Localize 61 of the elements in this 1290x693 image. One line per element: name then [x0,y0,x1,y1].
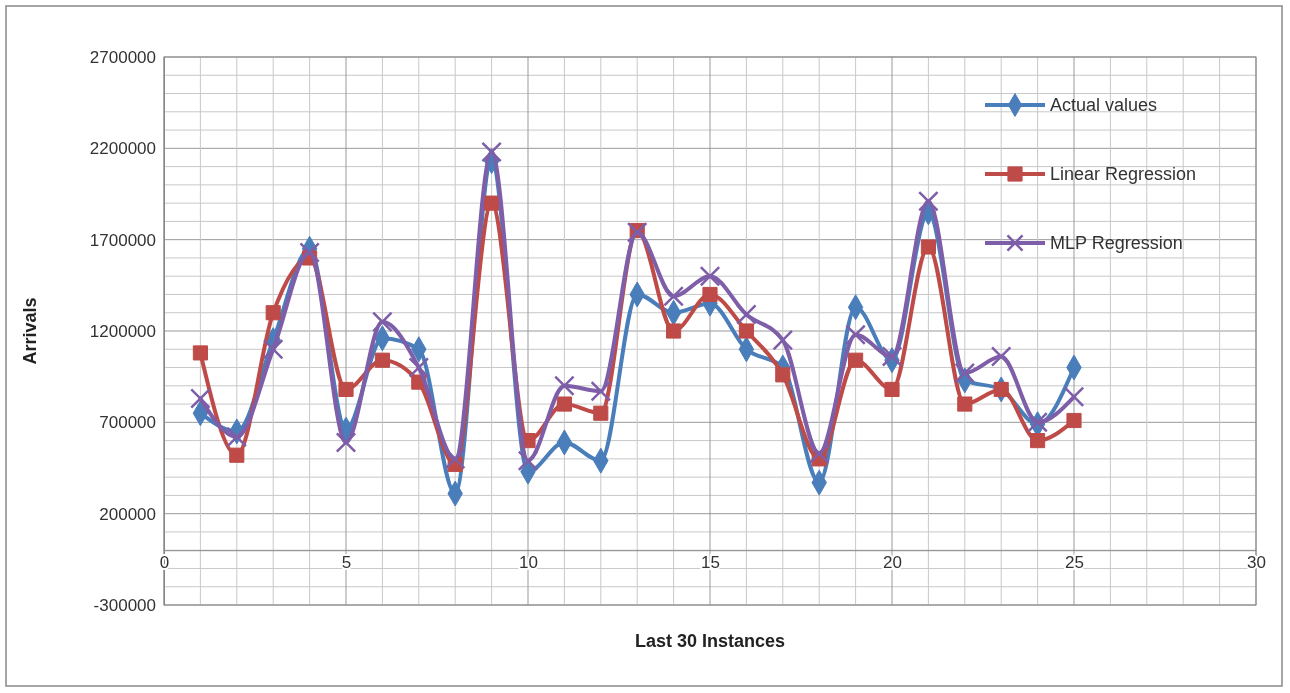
y-tick-label: 2700000 [89,47,156,67]
x-tick-label: 30 [1247,553,1266,573]
point [663,285,684,307]
point [845,324,866,346]
point [993,381,1009,398]
legend-label: Actual values [1050,95,1158,115]
point [920,239,936,255]
point [481,141,502,163]
point [1066,412,1082,429]
x-tick-label: 5 [341,553,352,573]
point [738,323,754,339]
y-tick-label: 1700000 [89,230,156,250]
point [265,305,281,321]
point [484,195,500,211]
point [229,447,245,463]
point [556,396,572,412]
point [848,352,864,368]
point [338,381,354,398]
point [954,362,976,384]
point [775,367,791,383]
point [590,380,612,402]
point [374,352,390,368]
y-tick-label: 200000 [99,504,156,524]
point [736,304,757,325]
point [881,346,903,367]
point [808,442,830,464]
point [957,396,973,412]
x-axis-title: Last 30 Instances [634,631,786,651]
point [335,432,357,453]
point [990,346,1012,367]
point [699,265,721,287]
point [593,405,609,421]
point [517,450,539,472]
point [444,448,466,470]
legend-label: MLP Regression [1050,233,1183,253]
point [226,426,248,448]
point [372,311,393,333]
y-axis-title: Arrivals [20,297,40,365]
x-tick-label: 10 [519,553,538,573]
point [262,338,284,360]
point [299,242,320,263]
point [1027,411,1048,433]
y-tick-label: 1200000 [89,321,156,341]
point [192,345,208,361]
point [772,329,794,351]
point [1063,386,1085,408]
x-tick-label: 25 [1065,553,1084,573]
point [554,375,575,397]
point [702,286,718,303]
legend-label: Linear Regression [1050,164,1197,184]
point [918,190,939,212]
point [190,388,211,409]
point [666,323,682,339]
y-tick-label: -300000 [93,595,156,615]
point [884,381,900,398]
point [408,357,430,378]
y-tick-label: 700000 [99,413,156,433]
x-tick-label: 20 [883,553,902,573]
y-tick-label: 2200000 [89,139,156,159]
x-tick-label: 15 [701,553,720,573]
point [1030,433,1046,449]
